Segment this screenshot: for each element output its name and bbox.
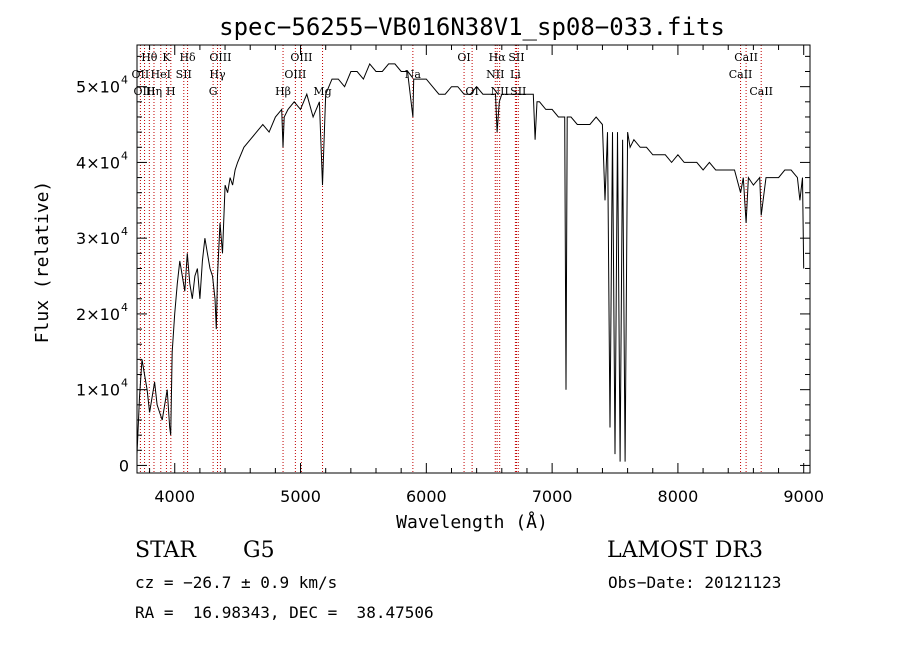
y-tick-label-5: 5×10	[76, 78, 120, 97]
line-label-20: NII	[486, 68, 504, 81]
line-label-11: G	[209, 85, 218, 98]
x-axis: 4000 5000 6000 7000 8000 9000	[149, 45, 824, 506]
x-axis-label: Wavelength (Å)	[396, 511, 548, 533]
y-tick-exponent-3: 4	[121, 225, 128, 238]
y-tick-exponent-5: 4	[121, 74, 128, 87]
line-label-25: CaII	[734, 51, 758, 64]
line-label-27: CaII	[749, 85, 773, 98]
line-label-21: NII	[491, 85, 509, 98]
line-label-1: OII	[132, 68, 150, 81]
y-tick-exponent-1: 4	[121, 377, 128, 390]
line-label-22: SII	[508, 51, 524, 64]
line-label-24: SII	[510, 85, 526, 98]
line-label-19: Hα	[489, 51, 507, 64]
line-label-13: OIII	[290, 51, 312, 64]
line-label-5: K	[162, 51, 171, 64]
y-tick-label-0: 0	[119, 456, 129, 475]
line-label-26: CaII	[729, 68, 753, 81]
y-axis-label: Flux (relative)	[32, 181, 53, 344]
chart-title: spec−56255−VB016N38V1_sp08−033.fits	[219, 13, 725, 41]
x-tick-label-2: 6000	[406, 487, 447, 506]
line-label-7: SII	[176, 68, 192, 81]
object-class: STAR	[135, 538, 196, 563]
object-subclass: G5	[243, 538, 275, 563]
survey-name: LAMOST DR3	[607, 538, 763, 563]
redshift-value: cz = −26.7 ± 0.9 km/s	[135, 573, 338, 592]
x-tick-label-1: 5000	[280, 487, 321, 506]
line-label-14: OIII	[284, 68, 306, 81]
line-label-4: HeI	[151, 68, 171, 81]
line-label-2: OIII	[134, 85, 156, 98]
y-tick-label-1: 1×10	[76, 381, 120, 400]
line-label-3: Hη	[146, 85, 162, 98]
y-tick-exponent-4: 4	[121, 149, 128, 162]
spectrum-series-line	[136, 62, 805, 462]
y-tick-label-2: 2×10	[76, 305, 120, 324]
x-tick-label-0: 4000	[154, 487, 195, 506]
y-tick-exponent-2: 4	[121, 301, 128, 314]
line-label-0: Hθ	[141, 51, 158, 64]
line-label-9: OIII	[209, 51, 231, 64]
coordinates: RA = 16.98343, DEC = 38.47506	[135, 603, 434, 622]
y-tick-label-4: 4×10	[76, 153, 120, 172]
line-label-10: Hγ	[209, 68, 226, 81]
plot-frame	[136, 44, 811, 474]
line-label-12: Hβ	[275, 85, 291, 98]
x-tick-label-5: 9000	[783, 487, 824, 506]
line-label-15: Mg	[313, 85, 331, 98]
line-label-23: Li	[510, 68, 521, 81]
x-tick-label-4: 8000	[658, 487, 699, 506]
line-label-17: OI	[457, 51, 470, 64]
spectral-line-markers	[139, 45, 762, 473]
line-label-8: Hδ	[179, 51, 196, 64]
line-label-16: Na	[405, 68, 422, 81]
y-tick-label-3: 3×10	[76, 229, 120, 248]
y-axis: 01×10 42×10 43×10 44×10 45×10 4	[76, 55, 810, 475]
x-tick-label-3: 7000	[532, 487, 573, 506]
observation-date: Obs−Date: 20121123	[608, 573, 782, 592]
line-label-6: H	[166, 85, 176, 98]
